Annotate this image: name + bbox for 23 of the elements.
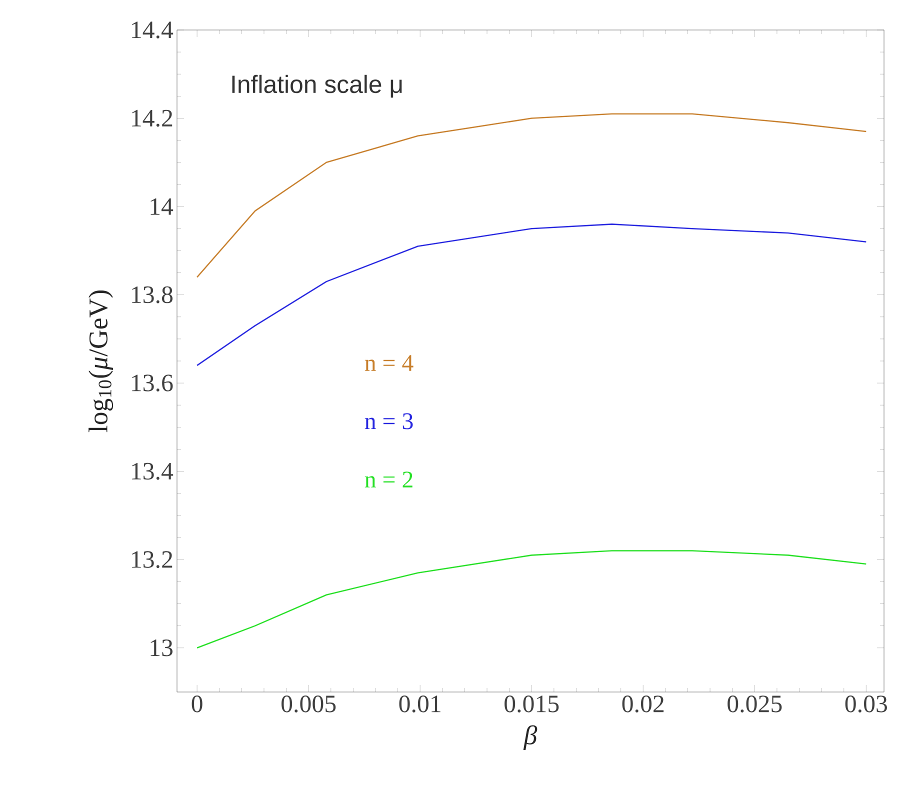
line-series: [196, 550, 867, 649]
y-tick-label: 13.8: [132, 286, 173, 304]
y-axis-title: log$_{10}$(μ/GeV): [88, 290, 114, 432]
x-tick-label: 0.02: [622, 696, 664, 712]
y-tick-label: 13: [150, 640, 173, 656]
x-tick-label: 0.03: [845, 696, 887, 712]
text: n = 3: [364, 413, 413, 430]
y-tick-label: 13.4: [132, 462, 174, 480]
y-tick-label: 14.4: [132, 22, 174, 38]
y-tick-label: 14: [150, 198, 174, 215]
y-tick-label: 14.2: [132, 110, 172, 127]
text: n = 4: [364, 355, 414, 371]
text: n = 2: [364, 472, 412, 488]
x-tick-label: 0: [192, 696, 202, 712]
x-tick-label: 0.025: [728, 696, 782, 712]
x-axis-title: β: [523, 725, 538, 750]
y-tick-label: 13.2: [132, 551, 172, 568]
x-tick-label: 0.005: [282, 696, 336, 712]
line-series: [196, 113, 867, 278]
y-tick-label: 13.6: [132, 374, 173, 392]
text: Inflation scale μ: [232, 74, 402, 98]
x-tick-label: 0.01: [399, 696, 440, 712]
x-tick-label: 0.015: [504, 696, 559, 712]
